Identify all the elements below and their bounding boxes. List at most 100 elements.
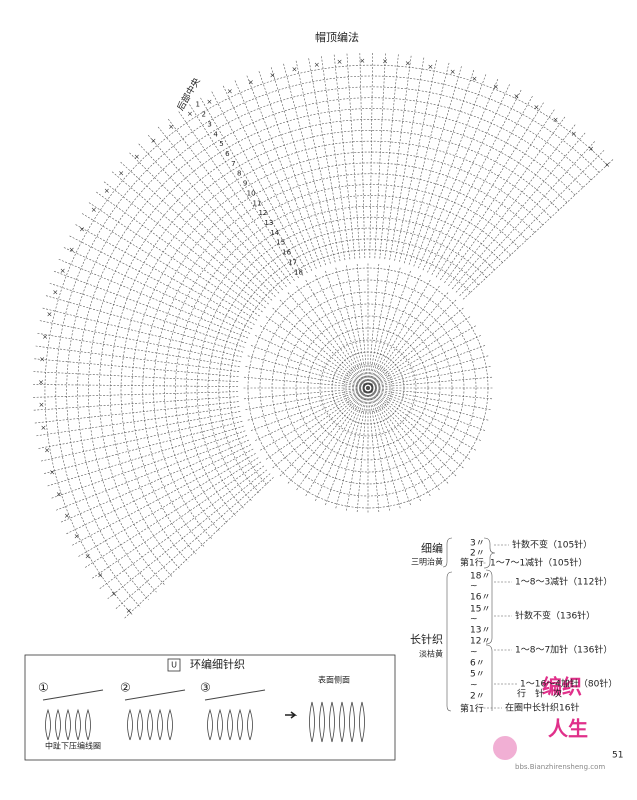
fan-round [55,75,600,608]
stitch-line [324,269,369,389]
fan-stitch [60,439,249,523]
row-label: 12〃 [470,637,490,647]
row-label: 第1行 [460,703,484,715]
arrow [285,711,298,719]
fan-stitch [96,191,263,313]
stitch-line [367,387,441,492]
fan-stitch [42,307,242,358]
cross: × [427,63,433,71]
stitch-line [367,387,422,503]
stitch-line [367,387,412,507]
stitch-drawing [319,701,325,743]
cross: × [91,206,97,214]
row-label: ~ [470,582,478,592]
note: 1～7～1减针（105针） [490,557,587,569]
stitch-line [367,278,432,389]
stitch-line [367,387,458,478]
step-number: ③ [200,681,211,695]
fan-round [218,238,479,494]
cross: × [248,79,254,87]
fan-stitch [295,60,341,262]
yarn [204,689,266,701]
stitch-line [356,387,369,514]
cross: × [42,333,48,341]
fan-round [98,119,568,578]
cross: × [79,225,85,233]
fan-stitch [36,406,240,437]
cross: × [187,110,193,118]
cross: × [46,310,52,318]
note: 行 针 次 [517,688,562,700]
fan-stitch [403,66,462,264]
fan-stitch [408,70,475,265]
fan-stitch [147,134,283,291]
stitch-line [367,387,432,498]
cross: × [207,98,213,106]
row-number: 17 [288,258,297,266]
cross: × [104,187,110,195]
fan-stitch [462,159,614,300]
cross: × [85,552,91,560]
stitch-line [314,273,369,389]
fan-stitch [45,295,244,353]
stitch-line [253,334,369,389]
row-label: 第1行 [460,557,484,569]
stitch-line [367,365,493,389]
fan-stitch [124,477,274,619]
fan-stitch [258,71,326,266]
group-name: 长针织 [410,632,443,646]
fan-stitch [33,371,239,382]
bracket [483,537,496,569]
fan-stitch [103,181,266,309]
row-number: 10 [247,189,256,197]
watermark: 人生 [548,717,588,741]
fan-stitch [33,391,239,398]
stitch-line [264,387,369,461]
fan-stitch [394,60,437,261]
fan-stitch [55,435,248,511]
cross: × [126,607,132,615]
cross: × [292,65,298,73]
row-label: 2〃 [470,692,485,702]
fan-stitch [346,53,361,259]
fan-round [164,184,519,532]
round [319,339,417,437]
fan-stitch [88,202,260,317]
stitch-line [271,306,369,389]
fan-stitch [211,91,308,274]
cross: × [337,58,343,66]
fan-stitch [92,461,262,579]
round [259,279,477,497]
cross: × [314,61,320,69]
round [343,363,393,413]
stitch-line [304,387,369,498]
stitch-line [242,387,369,400]
row-number: 6 [225,150,230,158]
cross: × [69,246,75,254]
stitch-line [367,387,391,513]
stitch-drawing [247,708,253,741]
stitch-line [367,387,380,514]
caption: 中趾下压编线圈 [45,741,101,751]
cross: × [405,59,411,67]
stitch-drawing [329,701,335,743]
cross: × [533,104,539,112]
bracket [485,569,493,645]
fan-stitch [58,258,249,339]
row-number: 1 [196,101,200,109]
cross: × [604,161,610,169]
cross: × [359,57,365,65]
yarn [42,689,104,701]
fan-stitch [435,102,544,278]
cross: × [450,68,456,76]
fan-stitch [283,63,336,263]
cross: × [74,532,80,540]
step-number: ① [38,681,49,695]
row-label: 3〃 [470,539,485,549]
stitch-line [314,387,369,503]
page-number: 51 [612,751,623,761]
stitch-line [324,387,369,507]
stitch-drawing [339,701,345,743]
stitch-line [271,387,369,470]
